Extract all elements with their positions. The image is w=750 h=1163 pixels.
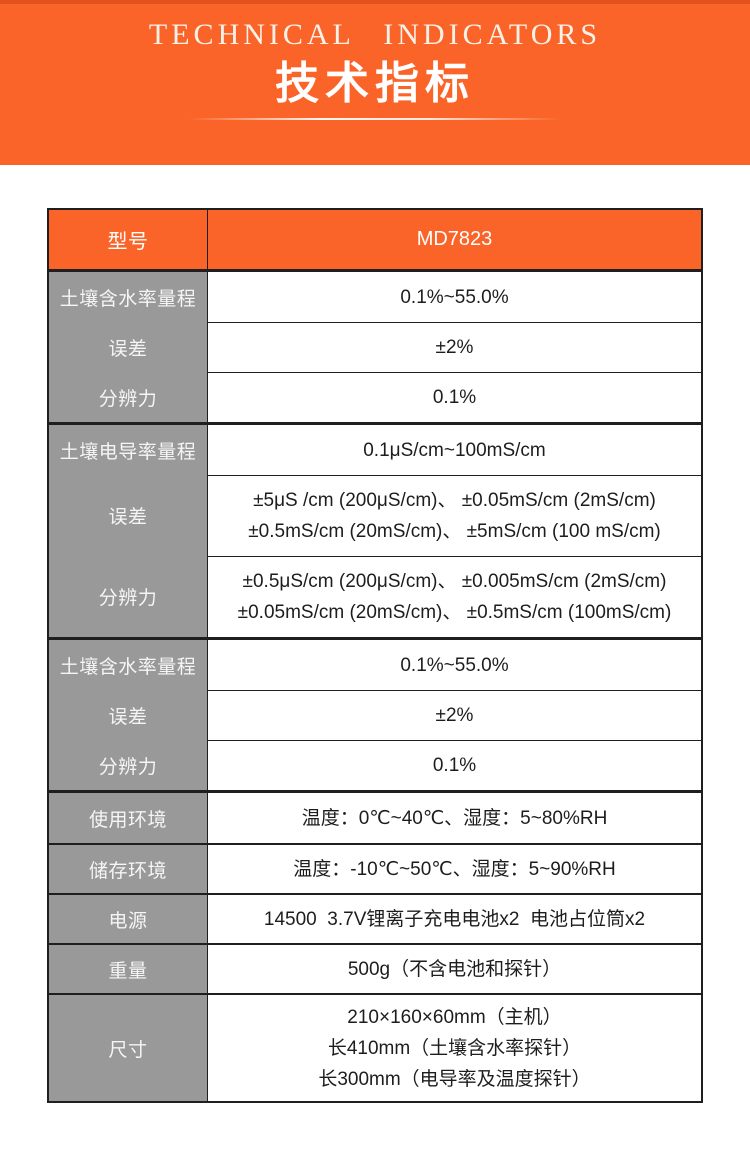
spec-row: 误差 ±2% bbox=[49, 690, 701, 740]
value-line: 210×160×60mm（主机） bbox=[347, 1006, 562, 1028]
table-body: 土壤含水率量程 0.1%~55.0% 误差 ±2% 分辨力 0.1% 土壤电导率量程 0.1μ… bbox=[49, 269, 701, 1101]
value-line: 0.1% bbox=[432, 755, 477, 776]
row-label-cell: 重量 bbox=[49, 945, 208, 993]
row-value-cell: 210×160×60mm（主机） 长410mm（土壤含水率探针） 长300mm（电导… bbox=[208, 995, 701, 1101]
spec-group: 土壤含水率量程 0.1%~55.0% 误差 ±2% 分辨力 0.1% bbox=[49, 269, 701, 422]
row-label-cell: 使用环境 bbox=[49, 793, 208, 843]
spec-row: 储存环境 温度：-10℃~50℃、湿度：5~90%RH bbox=[49, 843, 701, 893]
spec-table: 型号 MD7823 土壤含水率量程 0.1%~55.0% 误差 ±2% 分辨力 0.1% 土… bbox=[47, 208, 703, 1103]
row-value-cell: ±2% bbox=[208, 322, 701, 372]
value-line: 温度：0℃~40℃、湿度：5~80%RH bbox=[301, 807, 608, 829]
title-divider-line bbox=[189, 118, 561, 120]
row-value-cell: 0.1% bbox=[208, 372, 701, 422]
page: TECHNICAL INDICATORS 技术指标 型号 MD7823 土壤含水… bbox=[0, 0, 750, 1103]
value-line: 0.1μS/cm~100mS/cm bbox=[363, 439, 546, 461]
value-line: 0.1% bbox=[432, 387, 477, 408]
value-line: 500g（不含电池和探针） bbox=[347, 958, 562, 980]
row-label-cell: 分辨力 bbox=[49, 372, 208, 422]
spec-row: 误差 ±5μS /cm (200μS/cm)、 ±0.05mS/cm (2mS/c… bbox=[49, 475, 701, 556]
row-value-cell: ±0.5μS/cm (200μS/cm)、 ±0.005mS/cm (2mS/c… bbox=[208, 556, 701, 637]
row-value-cell: 0.1%~55.0% bbox=[208, 640, 701, 690]
row-value-cell: 14500 3.7V锂离子充电电池x2 电池占位筒x2 bbox=[208, 895, 701, 943]
spec-row: 使用环境 温度：0℃~40℃、湿度：5~80%RH bbox=[49, 793, 701, 843]
spec-rows: 使用环境 温度：0℃~40℃、湿度：5~80%RH 储存环境 温度：-10℃~50℃、… bbox=[49, 790, 701, 1101]
row-value-cell: 温度：0℃~40℃、湿度：5~80%RH bbox=[208, 793, 701, 843]
value-line: ±0.05mS/cm (20mS/cm)、 ±0.5mS/cm (100mS/c… bbox=[237, 602, 672, 623]
spec-row: 土壤电导率量程 0.1μS/cm~100mS/cm bbox=[49, 425, 701, 475]
spec-group: 土壤电导率量程 0.1μS/cm~100mS/cm 误差 ±5μS /cm (200μ… bbox=[49, 422, 701, 637]
hero-banner: TECHNICAL INDICATORS 技术指标 bbox=[0, 0, 750, 165]
row-label-cell: 土壤含水率量程 bbox=[49, 272, 208, 322]
spec-row: 土壤含水率量程 0.1%~55.0% bbox=[49, 640, 701, 690]
value-line: 14500 3.7V锂离子充电电池x2 电池占位筒x2 bbox=[263, 908, 646, 930]
row-label-cell: 误差 bbox=[49, 690, 208, 740]
spec-row: 尺寸 210×160×60mm（主机） 长410mm（土壤含水率探针） 长300mm（… bbox=[49, 993, 701, 1101]
value-line: ±2% bbox=[435, 337, 474, 358]
value-line: ±5μS /cm (200μS/cm)、 ±0.05mS/cm (2mS/cm) bbox=[253, 490, 656, 511]
value-line: 长410mm（土壤含水率探针） bbox=[327, 1037, 582, 1059]
title-chinese: 技术指标 bbox=[275, 59, 475, 108]
value-line: 0.1%~55.0% bbox=[400, 286, 509, 308]
row-value-cell: 0.1μS/cm~100mS/cm bbox=[208, 425, 701, 475]
value-line: ±2% bbox=[435, 705, 474, 726]
hero-top-strip bbox=[0, 0, 750, 4]
row-label-cell: 储存环境 bbox=[49, 845, 208, 893]
spec-row: 分辨力 0.1% bbox=[49, 740, 701, 790]
row-label-cell: 电源 bbox=[49, 895, 208, 943]
row-value-cell: 0.1%~55.0% bbox=[208, 272, 701, 322]
row-label-cell: 土壤电导率量程 bbox=[49, 425, 208, 475]
row-label-cell: 尺寸 bbox=[49, 995, 208, 1101]
row-value-cell: 0.1% bbox=[208, 740, 701, 790]
spec-row: 分辨力 0.1% bbox=[49, 372, 701, 422]
spec-row: 电源 14500 3.7V锂离子充电电池x2 电池占位筒x2 bbox=[49, 893, 701, 943]
content-area: 型号 MD7823 土壤含水率量程 0.1%~55.0% 误差 ±2% 分辨力 0.1% 土… bbox=[0, 208, 750, 1103]
title-english: TECHNICAL INDICATORS bbox=[148, 18, 602, 51]
spec-row: 重量 500g（不含电池和探针） bbox=[49, 943, 701, 993]
row-label-cell: 误差 bbox=[49, 475, 208, 556]
row-value-cell: ±5μS /cm (200μS/cm)、 ±0.05mS/cm (2mS/cm)… bbox=[208, 475, 701, 556]
row-label-cell: 误差 bbox=[49, 322, 208, 372]
value-line: 0.1%~55.0% bbox=[400, 654, 509, 676]
value-line: 长300mm（电导率及温度探针） bbox=[318, 1068, 591, 1090]
spec-row: 分辨力 ±0.5μS/cm (200μS/cm)、 ±0.005mS/cm (2m… bbox=[49, 556, 701, 637]
row-label-cell: 土壤含水率量程 bbox=[49, 640, 208, 690]
row-label-cell: 分辨力 bbox=[49, 740, 208, 790]
value-line: ±0.5μS/cm (200μS/cm)、 ±0.005mS/cm (2mS/c… bbox=[242, 571, 667, 592]
value-line: 温度：-10℃~50℃、湿度：5~90%RH bbox=[293, 858, 616, 880]
row-value-cell: 500g（不含电池和探针） bbox=[208, 945, 701, 993]
model-value: MD7823 bbox=[208, 210, 701, 269]
spec-row: 土壤含水率量程 0.1%~55.0% bbox=[49, 272, 701, 322]
value-line: ±0.5mS/cm (20mS/cm)、 ±5mS/cm (100 mS/cm) bbox=[248, 521, 661, 542]
table-header-row: 型号 MD7823 bbox=[49, 210, 701, 269]
row-value-cell: 温度：-10℃~50℃、湿度：5~90%RH bbox=[208, 845, 701, 893]
model-label: 型号 bbox=[49, 210, 208, 269]
row-label-cell: 分辨力 bbox=[49, 556, 208, 637]
spec-group: 土壤含水率量程 0.1%~55.0% 误差 ±2% 分辨力 0.1% bbox=[49, 637, 701, 790]
row-value-cell: ±2% bbox=[208, 690, 701, 740]
spec-row: 误差 ±2% bbox=[49, 322, 701, 372]
